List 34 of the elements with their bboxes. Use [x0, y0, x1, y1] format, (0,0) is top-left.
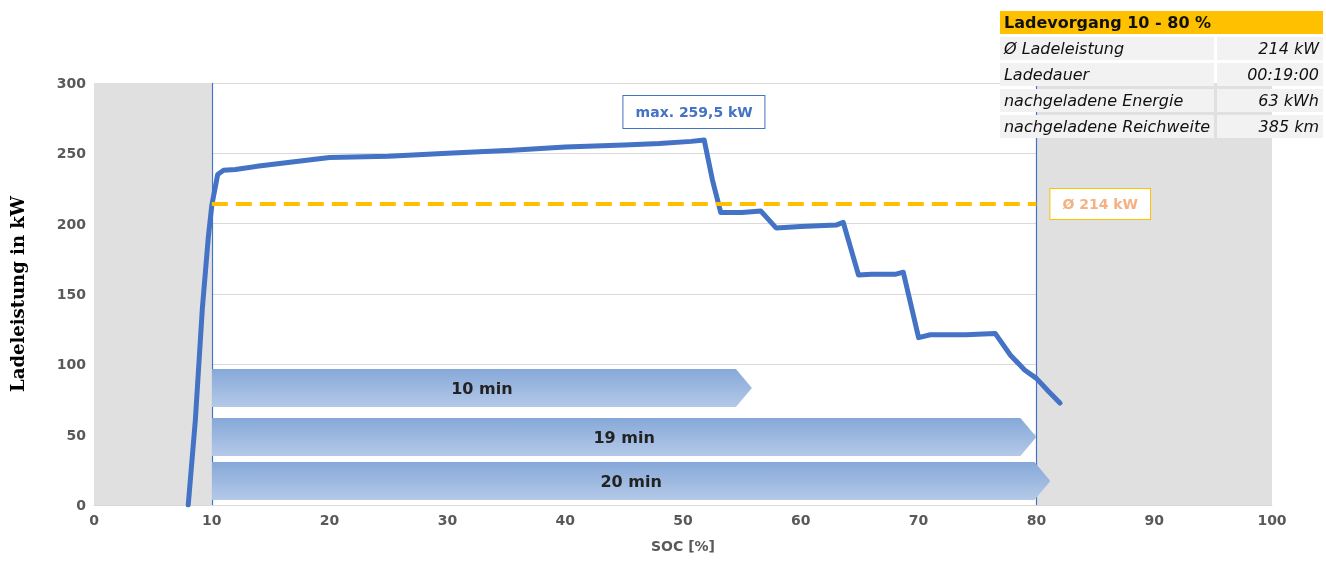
- annotation: 10 min: [451, 378, 513, 398]
- x-tick-label: 70: [908, 512, 929, 528]
- y-tick-label: 300: [56, 75, 87, 91]
- x-tick-label: 30: [437, 512, 458, 528]
- x-tick-label: 80: [1026, 512, 1047, 528]
- y-tick-label: 250: [56, 145, 87, 162]
- annotation: nachgeladene Reichweite: [999, 115, 1214, 138]
- x-axis-title: SOC [%]: [651, 538, 715, 554]
- x-tick-label: 50: [673, 512, 693, 528]
- text: Ø Ladeleistung: [999, 37, 1214, 60]
- annotation: nachgeladene Energie: [999, 89, 1214, 112]
- y-tick-label: 100: [56, 356, 87, 373]
- text: Ladevorgang 10 - 80 %: [999, 11, 1323, 34]
- x-tick-label: 60: [791, 512, 811, 528]
- text: 214 kW: [1217, 37, 1323, 60]
- x-tick-label: 100: [1257, 512, 1287, 528]
- x-tick-label: 10: [202, 512, 222, 528]
- annotation: 20 min: [600, 471, 662, 491]
- y-tick-label: 150: [56, 286, 87, 302]
- ref-line-label: Ø 214 kW: [1062, 195, 1139, 212]
- x-tick-label: 20: [319, 512, 340, 528]
- x-tick-label: 40: [555, 512, 576, 528]
- annotation: 00:19:00: [1217, 63, 1323, 86]
- annotation: Ladedauer: [999, 63, 1214, 86]
- annotation: 19 min: [593, 427, 655, 447]
- x-tick-label: 0: [89, 512, 100, 528]
- y-tick-label: 50: [66, 426, 87, 443]
- y-axis-title: Ladeleistung in kW: [6, 195, 28, 392]
- y-tick-label: 0: [76, 497, 87, 513]
- annotation: max. 259,5 kW: [622, 94, 766, 129]
- annotation: 385 km: [1217, 115, 1323, 138]
- x-tick-label: 90: [1144, 512, 1165, 528]
- annotation: 63 kWh: [1217, 89, 1323, 112]
- y-tick-label: 200: [56, 215, 87, 232]
